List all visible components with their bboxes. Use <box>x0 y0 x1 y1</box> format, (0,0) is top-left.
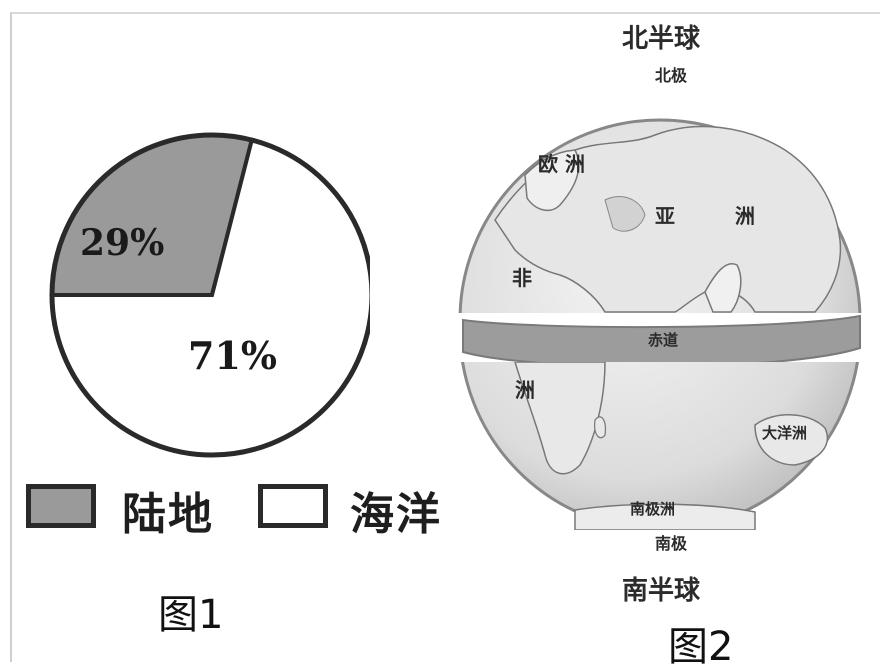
asia-label-2: 洲 <box>735 204 755 228</box>
pie-outline <box>49 132 370 458</box>
figure-frame <box>10 12 880 662</box>
figure2-caption: 图2 <box>668 624 734 670</box>
land-ocean-pie-chart <box>49 132 370 458</box>
ocean-percent-label: 71% <box>188 333 277 378</box>
oceania-label: 大洋洲 <box>762 424 808 442</box>
europe-label: 欧 洲 <box>538 152 585 176</box>
southern-hemisphere <box>461 362 859 530</box>
europe-landmass <box>524 149 580 212</box>
south-pole-label: 南极 <box>655 534 688 553</box>
eurasia-africa-landmass <box>494 125 842 313</box>
africa-label-north: 非 <box>512 266 532 290</box>
northern-hemisphere-label: 北半球 <box>622 24 701 54</box>
equator-label: 赤道 <box>648 331 679 349</box>
antarctica-label: 南极洲 <box>630 500 676 518</box>
africa-label-south: 洲 <box>515 378 535 402</box>
legend-land-label: 陆地 <box>122 489 214 540</box>
inland-sea <box>604 196 646 232</box>
north-pole-label: 北极 <box>655 66 688 85</box>
legend-land-swatch <box>26 484 96 528</box>
figure1-caption: 图1 <box>158 592 224 638</box>
globe-illustration <box>458 118 862 530</box>
northern-hemisphere <box>458 118 862 313</box>
southern-hemisphere-label: 南半球 <box>622 576 701 606</box>
legend-ocean-swatch <box>258 484 328 528</box>
india-peninsula <box>704 263 742 313</box>
legend-ocean-label: 海洋 <box>350 489 442 540</box>
antarctica-landmass <box>574 503 756 530</box>
madagascar <box>594 416 606 439</box>
asia-label-1: 亚 <box>655 204 675 228</box>
southern-africa-landmass <box>514 362 606 475</box>
land-percent-label: 29% <box>80 222 165 264</box>
australia-landmass <box>754 414 829 466</box>
